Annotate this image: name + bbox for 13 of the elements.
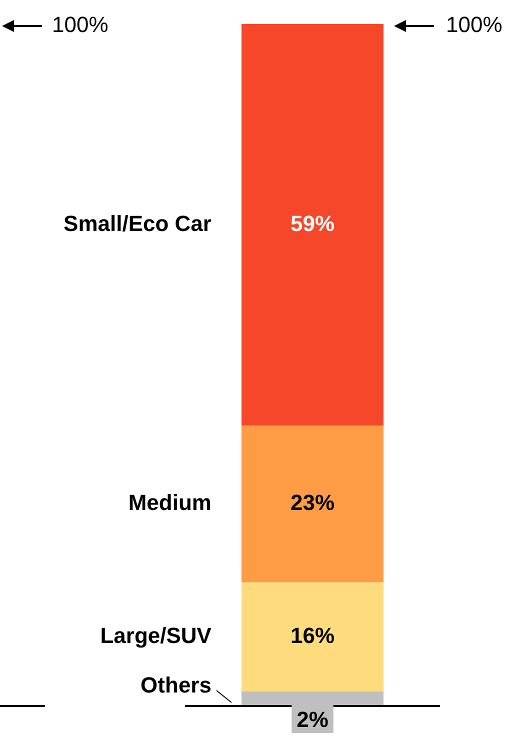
data-label: 16% xyxy=(290,622,335,648)
bar xyxy=(241,582,384,692)
bar xyxy=(241,24,384,426)
data-label: 2% xyxy=(296,707,328,732)
series-label: Small/Eco Car xyxy=(64,210,212,236)
series-label: Others xyxy=(140,672,212,698)
data-label: 23% xyxy=(290,490,335,516)
series-label: Large/SUV xyxy=(100,622,212,648)
bar xyxy=(241,426,384,582)
data-label: 59% xyxy=(290,210,335,236)
series-label: Medium xyxy=(128,490,212,516)
text: 100% xyxy=(52,12,108,38)
text: 100% xyxy=(446,12,502,38)
